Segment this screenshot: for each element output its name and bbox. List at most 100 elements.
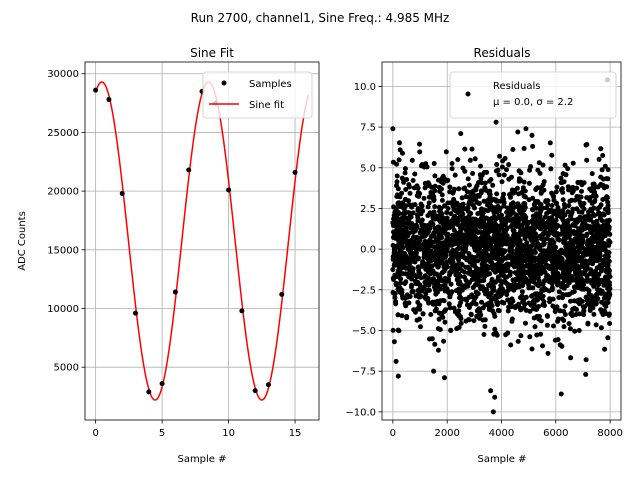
residual-point xyxy=(533,187,539,193)
residual-point xyxy=(562,236,568,242)
residual-point xyxy=(437,242,443,248)
residual-point xyxy=(502,274,508,280)
residual-point xyxy=(534,332,540,338)
residual-point xyxy=(431,284,437,290)
residual-point xyxy=(529,268,534,273)
residual-point xyxy=(407,184,412,190)
residual-point xyxy=(579,188,584,194)
residual-point xyxy=(569,277,575,283)
residual-point xyxy=(511,280,517,285)
residual-point xyxy=(512,204,518,210)
residual-point xyxy=(606,280,612,286)
residual-point xyxy=(452,233,458,239)
residual-point xyxy=(452,172,458,178)
residual-outlier-point xyxy=(515,129,521,135)
residual-point xyxy=(584,157,590,163)
residual-point xyxy=(418,293,424,299)
residual-outlier-point xyxy=(431,368,437,374)
residual-point xyxy=(532,255,537,261)
residual-point xyxy=(530,143,536,149)
residual-point xyxy=(462,185,468,191)
legend-samples-marker xyxy=(221,80,227,86)
residual-point xyxy=(417,282,423,288)
residual-point xyxy=(561,240,567,246)
residuals-ytick-label: 0.0 xyxy=(360,245,376,256)
residual-point xyxy=(570,206,576,212)
residual-point xyxy=(429,184,435,190)
residual-point xyxy=(478,216,484,222)
sine-fit-xtick-label: 10 xyxy=(222,428,235,439)
residual-point xyxy=(509,318,515,324)
residual-point xyxy=(516,178,522,184)
residual-point xyxy=(412,259,418,265)
sample-point xyxy=(172,289,178,295)
residual-point xyxy=(566,203,572,209)
residual-point xyxy=(415,206,421,211)
residual-point xyxy=(399,175,405,181)
residual-point xyxy=(435,326,441,332)
residuals-ytick-label: −10.0 xyxy=(345,407,376,418)
residuals-xtick-label: 2000 xyxy=(434,428,459,439)
residual-point xyxy=(488,177,494,182)
residual-point xyxy=(514,276,520,282)
residual-point xyxy=(505,308,511,314)
residual-point xyxy=(395,209,401,215)
residual-point xyxy=(463,318,469,324)
residual-point xyxy=(398,280,404,286)
residual-point xyxy=(442,252,448,258)
residual-point xyxy=(504,167,509,173)
residual-point xyxy=(455,222,460,227)
sine-fit-xtick-label: 15 xyxy=(289,428,302,439)
residual-point xyxy=(422,185,428,191)
residual-point xyxy=(602,163,608,169)
residual-point xyxy=(548,251,554,257)
residual-point xyxy=(456,186,462,192)
residual-point xyxy=(450,260,456,265)
residual-point xyxy=(519,215,525,221)
residuals-ytick-label: −2.5 xyxy=(352,285,376,296)
residual-point xyxy=(412,171,418,177)
residual-point xyxy=(555,223,560,229)
residual-point xyxy=(555,205,561,210)
residual-point xyxy=(535,199,541,205)
residual-outlier-point xyxy=(390,126,396,132)
residual-point xyxy=(515,220,521,226)
residual-point xyxy=(567,326,573,332)
residual-point xyxy=(475,211,481,217)
residual-point xyxy=(456,324,462,330)
residual-point xyxy=(557,308,563,314)
residual-point xyxy=(502,268,507,274)
residual-point xyxy=(437,188,443,194)
residual-point xyxy=(602,346,608,352)
residual-point xyxy=(425,204,431,210)
residual-point xyxy=(419,162,425,168)
residual-point xyxy=(391,252,397,258)
residual-point xyxy=(562,162,568,168)
sample-point xyxy=(93,87,99,93)
residual-point xyxy=(462,269,468,275)
residual-point xyxy=(487,293,493,299)
residual-point xyxy=(425,230,431,236)
residual-point xyxy=(462,146,468,152)
residual-point xyxy=(597,215,603,221)
residual-point xyxy=(459,241,465,246)
residual-point xyxy=(488,253,494,259)
residual-point xyxy=(537,246,542,252)
residual-point xyxy=(489,296,495,302)
residual-point xyxy=(466,199,472,205)
residual-point xyxy=(562,303,568,309)
residual-point xyxy=(531,315,537,321)
residuals-ytick-label: 5.0 xyxy=(360,163,376,174)
residual-point xyxy=(549,281,555,287)
residual-point xyxy=(584,278,590,284)
residuals-ytick-label: 10.0 xyxy=(354,82,376,93)
residual-point xyxy=(401,179,407,185)
residual-point xyxy=(463,243,469,249)
residual-point xyxy=(418,275,424,281)
residual-point xyxy=(477,271,483,277)
residual-point xyxy=(419,288,425,294)
residual-point xyxy=(484,272,490,278)
residual-point xyxy=(445,200,451,206)
residual-point xyxy=(474,313,480,319)
residual-point xyxy=(405,293,411,299)
